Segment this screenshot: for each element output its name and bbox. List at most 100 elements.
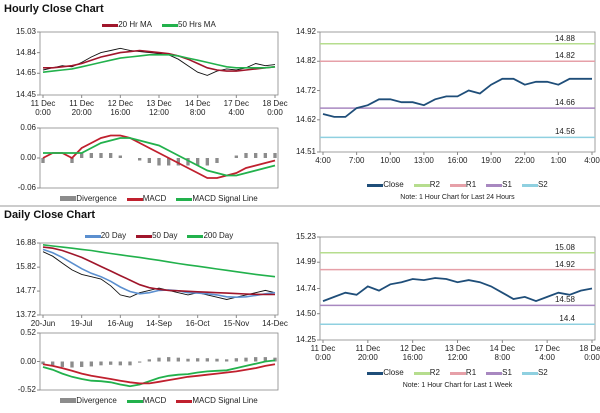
divergence-bar [167,158,171,166]
divergence-bar [147,158,151,163]
level-label: 15.08 [554,242,575,252]
legend-label: R2 [429,180,440,189]
legend-swatch [126,400,143,403]
y-tick-label: 14.72 [295,85,316,95]
y-tick-label: 0.52 [20,328,36,337]
divergence-bar [128,361,132,366]
legend-swatch [176,198,193,201]
legend-label: MACD Signal Line [192,194,258,203]
legend-swatch [486,372,503,375]
legend-label: Divergence [76,194,117,203]
divergence-bar [51,361,55,366]
divergence-bar [254,153,258,158]
divergence-bar [244,153,248,158]
x-tick-label: 11 Dec 20:00 [355,344,381,362]
level-label: 14.56 [554,127,575,137]
divergence-bar [254,357,258,362]
legend-label: Divergence [76,396,117,405]
legend-label: Close [383,368,404,377]
x-tick-label: 14-Sep [146,319,172,328]
section-title: Hourly Close Chart [4,3,104,15]
divergence-bar [176,158,180,166]
legend-label: S2 [537,180,548,189]
x-tick-label: 4:00 [315,156,331,165]
y-tick-label: 14.25 [295,335,316,344]
legend-item: R1 [449,368,477,377]
plot-frame [39,31,279,96]
legend-item: 200 Day [187,231,233,240]
divergence-bar [215,358,219,362]
divergence-bar [70,158,74,163]
x-tick-label: 16-Aug [107,319,134,328]
legend-label: 50 Hrs MA [178,20,216,29]
y-tick-label: 14.74 [295,283,316,293]
x-tick-label: 22:00 [514,156,535,165]
legend-swatch [486,184,503,187]
legend-swatch [60,398,77,403]
x-tick-label: 20-Jun [30,319,56,328]
legend-swatch [187,235,204,238]
x-tick-label: 10:00 [380,156,401,165]
series-line [42,246,275,296]
y-tick-label: 14.50 [295,308,316,318]
legend-label: 200 Day [203,231,234,240]
legend-label: S1 [502,180,512,189]
level-label: 14.92 [554,259,575,269]
y-tick-label: 14.45 [15,90,36,99]
legend-item: Divergence [60,194,117,203]
level-label: 14.88 [554,33,575,43]
y-tick-label: 14.92 [295,27,316,36]
legend-swatch [60,196,77,201]
legend-item: R2 [413,180,440,189]
section-title: Daily Close Chart [4,209,96,221]
divergence-bar [80,361,84,367]
legend-item: S2 [521,368,548,377]
divergence-bar [138,361,142,363]
series-line [42,134,276,179]
legend-item: Divergence [60,396,117,405]
legend-label: 20 Day [100,231,127,240]
legend-item: 50 Hrs MA [162,20,216,29]
series-line [43,49,276,72]
legend-swatch [449,184,466,187]
series-line [322,77,592,118]
x-tick-label: 17 Dec 4:00 [534,344,560,362]
x-tick-label: 4:00 [584,156,600,165]
divergence-bar [157,357,161,362]
series-line [42,363,276,385]
x-tick-label: 17 Dec 4:00 [223,99,249,117]
legend-label: R1 [465,368,477,377]
divergence-bar [41,361,45,365]
divergence-bar [118,155,122,158]
series-line [42,248,276,299]
legend-swatch [84,235,101,238]
x-tick-label: 12 Dec 16:00 [399,344,426,362]
legend-item: S1 [486,180,512,189]
legend-swatch [367,372,384,375]
x-tick-label: 14-Dec [262,319,288,328]
divergence-bar [215,158,219,163]
x-tick-label: 7:00 [348,156,365,165]
legend-swatch [521,184,538,187]
divergence-bar [205,158,209,166]
divergence-bar [109,153,113,158]
x-tick-label: 14 Dec 8:00 [489,344,515,362]
legend-swatch [367,184,384,187]
divergence-bar [60,361,64,367]
y-tick-label: -0.52 [17,385,36,394]
divergence-bar [147,359,151,362]
legend-swatch [413,372,430,375]
y-tick-label: 13.72 [15,310,36,319]
level-label: 14.4 [559,314,575,324]
divergence-bar [186,158,190,166]
divergence-bar [157,158,161,166]
legend-item: MACD [126,194,166,203]
level-label: 14.82 [554,51,575,61]
legend-item: Close [367,368,404,377]
divergence-bar [70,361,74,368]
y-tick-label: 14.84 [15,47,36,57]
legend-item: R1 [449,180,476,189]
y-tick-label: 14.99 [295,257,316,267]
divergence-bar [89,153,93,158]
